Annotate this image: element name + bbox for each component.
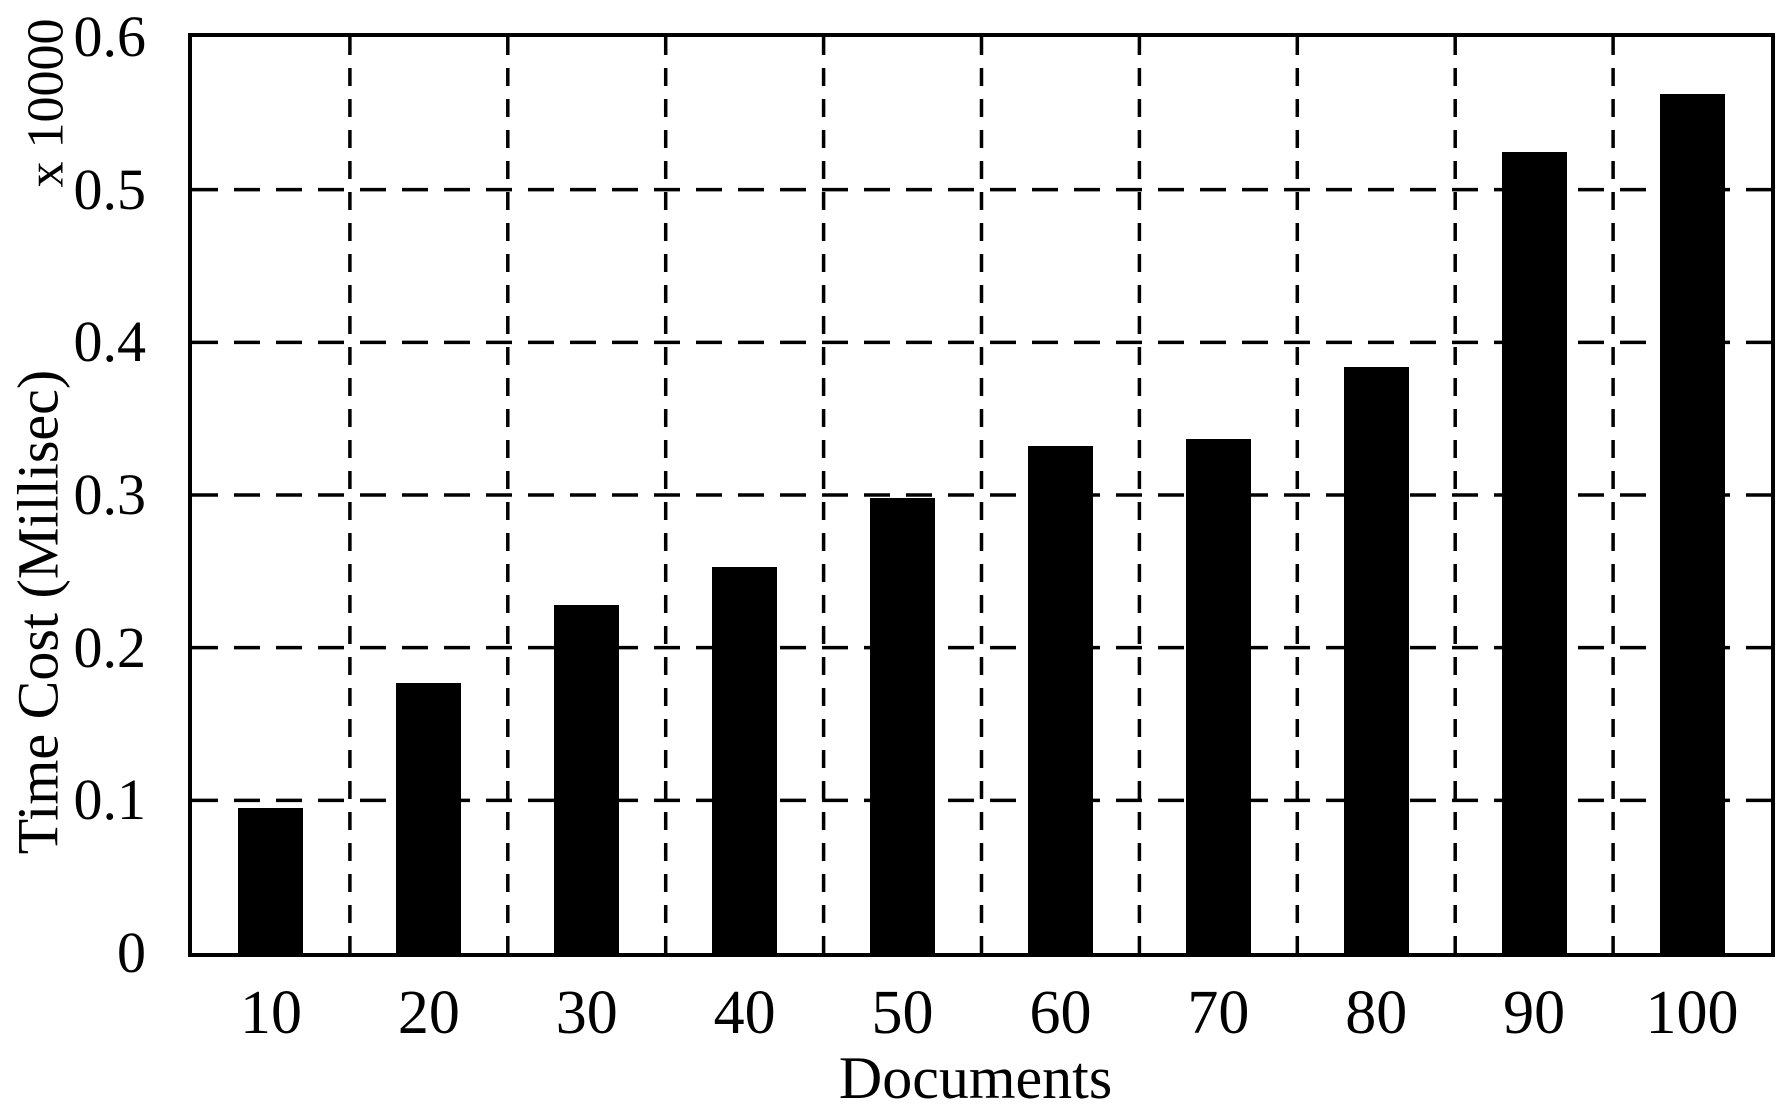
- y-tick-label-0.3: 0.3: [73, 462, 147, 527]
- bar-50: [870, 498, 936, 953]
- x-tick-label-10: 10: [239, 979, 302, 1047]
- x-tick-label-30: 30: [555, 979, 618, 1047]
- bar-60: [1027, 446, 1093, 953]
- y-tick-label-0.2: 0.2: [73, 614, 147, 680]
- x-tick-label-100: 100: [1645, 979, 1739, 1047]
- bar-70: [1185, 438, 1251, 953]
- bar-100: [1659, 93, 1725, 953]
- bar-20: [396, 682, 462, 953]
- plot-area: [188, 33, 1775, 957]
- x-tick-label-60: 60: [1029, 979, 1092, 1047]
- y-tick-label-0.1: 0.1: [73, 767, 147, 833]
- x-tick-label-80: 80: [1345, 979, 1408, 1047]
- x-tick-label-70: 70: [1187, 979, 1250, 1047]
- y-tick-label-0.4: 0.4: [73, 309, 147, 375]
- x-tick-label-90: 90: [1503, 979, 1566, 1047]
- x-tick-label-20: 20: [397, 979, 460, 1047]
- y-tick-label-0: 0: [117, 920, 146, 985]
- bar-10: [238, 807, 304, 953]
- x-tick-label-50: 50: [871, 979, 934, 1047]
- y-tick-label-0.5: 0.5: [73, 156, 147, 222]
- bar-40: [712, 566, 778, 953]
- x-tick-label-40: 40: [713, 979, 776, 1047]
- bar-80: [1343, 366, 1409, 953]
- bar-30: [554, 604, 620, 953]
- bar-90: [1501, 151, 1567, 953]
- y-tick-label-0.6: 0.6: [73, 4, 147, 69]
- x-axis-title: Documents: [838, 1045, 1113, 1105]
